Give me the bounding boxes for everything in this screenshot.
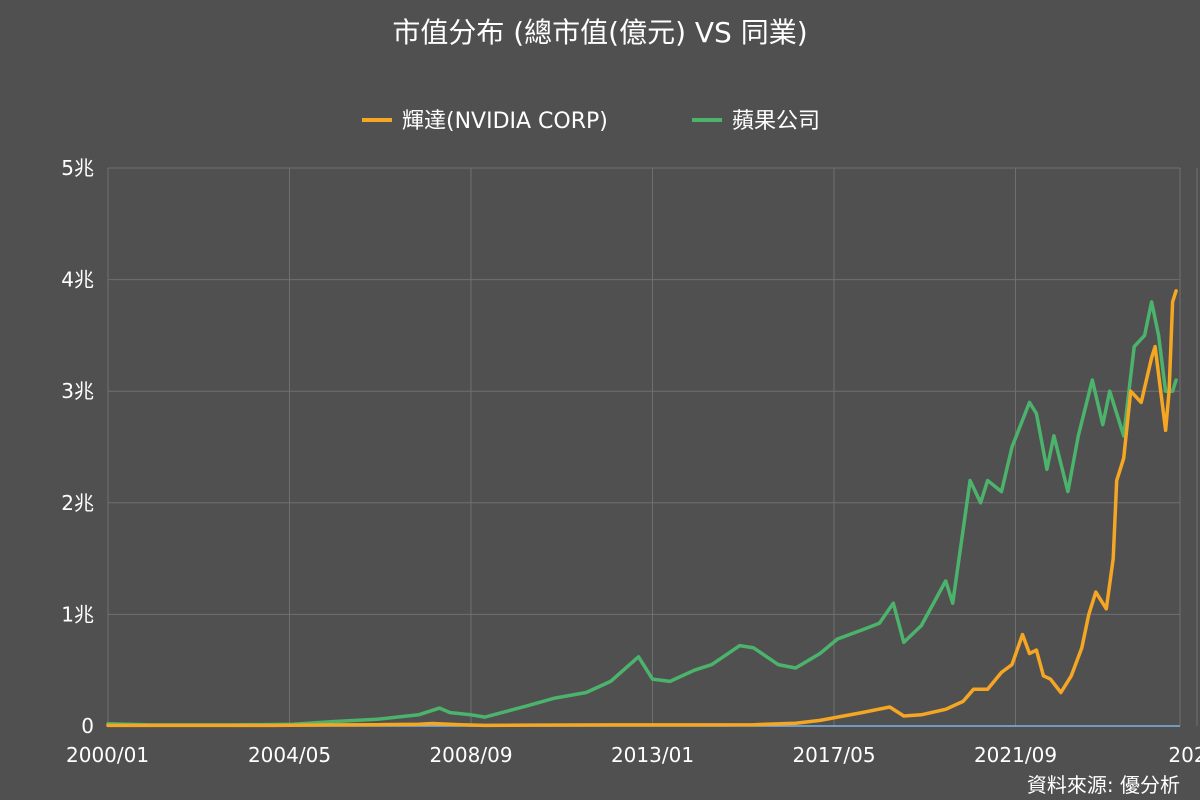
legend-item-nvidia[interactable]: 輝達(NVIDIA CORP): [362, 109, 608, 134]
x-axis-ticks: 2000/01 2004/05 2008/09 2013/01 2017/05 2021/…: [66, 743, 1200, 767]
x-tick-label: 2021/09: [974, 743, 1057, 767]
series-line-apple[interactable]: [106, 300, 1178, 727]
y-axis-ticks: 0 1兆 2兆 3兆 4兆 5兆: [61, 156, 94, 738]
y-tick-label: 3兆: [61, 379, 94, 403]
series-line-nvidia[interactable]: [106, 289, 1178, 728]
x-tick-label: 2008/09: [429, 743, 512, 767]
y-tick-label: 2兆: [61, 491, 94, 515]
x-tick-label: 2000/01: [66, 743, 149, 767]
y-tick-label: 1兆: [61, 602, 94, 626]
legend-label-nvidia: 輝達(NVIDIA CORP): [402, 109, 608, 134]
source-note: 資料來源: 優分析: [1027, 773, 1180, 797]
x-tick-label: 2017/05: [792, 743, 875, 767]
legend: 輝達(NVIDIA CORP) 蘋果公司: [362, 109, 820, 134]
x-tick-label: 2013/01: [611, 743, 694, 767]
series-lines: [106, 289, 1178, 728]
chart-title: 市值分布 (總市值(億元) VS 同業): [392, 16, 807, 49]
y-tick-label: 5兆: [61, 156, 94, 180]
y-tick-label: 0: [81, 714, 94, 738]
y-tick-label: 4兆: [61, 268, 94, 292]
grid: [107, 167, 1198, 726]
x-tick-label: 2004/05: [248, 743, 331, 767]
legend-label-apple: 蘋果公司: [732, 109, 820, 134]
legend-item-apple[interactable]: 蘋果公司: [692, 109, 820, 134]
x-tick-label: 202...: [1168, 743, 1200, 767]
